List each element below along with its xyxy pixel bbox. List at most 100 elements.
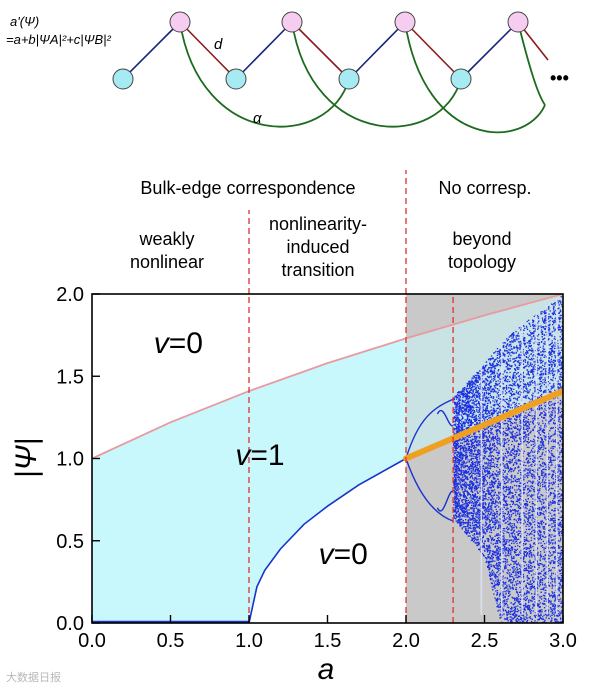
chaos-point bbox=[534, 592, 536, 594]
chaos-point bbox=[482, 372, 484, 374]
chaos-point bbox=[560, 618, 562, 620]
chaos-point bbox=[559, 402, 562, 404]
chaos-point bbox=[456, 454, 458, 456]
chaos-point bbox=[505, 504, 507, 506]
chaos-point bbox=[548, 524, 550, 527]
chaos-point bbox=[541, 584, 544, 586]
chaos-point bbox=[473, 388, 475, 391]
chaos-point bbox=[542, 379, 544, 381]
chaos-point bbox=[509, 576, 511, 578]
chaos-point bbox=[502, 358, 504, 360]
chaos-point bbox=[511, 549, 513, 551]
chaos-point bbox=[511, 527, 513, 529]
chaos-point bbox=[502, 576, 504, 579]
chaos-point bbox=[505, 435, 507, 437]
chaos-point bbox=[529, 556, 531, 558]
chaos-point bbox=[530, 552, 533, 554]
chaos-point bbox=[505, 566, 507, 568]
chaos-point bbox=[496, 568, 498, 570]
chaos-point bbox=[533, 368, 535, 370]
chaos-point bbox=[543, 481, 546, 483]
chaos-point bbox=[524, 487, 526, 489]
chaos-point bbox=[523, 418, 525, 420]
chaos-point bbox=[489, 547, 491, 549]
chaos-point bbox=[463, 447, 465, 449]
chaos-point bbox=[514, 612, 516, 614]
chaos-point bbox=[461, 504, 463, 506]
chaos-point bbox=[489, 385, 491, 387]
chaos-point bbox=[538, 383, 541, 385]
chaos-point bbox=[494, 513, 496, 515]
chaos-point bbox=[476, 455, 478, 457]
chaos-point bbox=[526, 425, 528, 428]
chaos-point bbox=[541, 313, 543, 315]
chaos-point bbox=[509, 469, 511, 471]
chaos-point bbox=[543, 511, 545, 513]
chaos-point bbox=[493, 494, 495, 497]
chaos-point bbox=[541, 471, 543, 473]
chaos-point bbox=[534, 620, 536, 622]
chaos-point bbox=[466, 516, 468, 518]
chaos-point bbox=[456, 420, 458, 422]
chaos-point bbox=[494, 587, 496, 589]
chaos-point bbox=[465, 526, 467, 528]
chaos-point bbox=[453, 480, 455, 482]
chaos-point bbox=[505, 482, 507, 484]
chaos-point bbox=[496, 422, 499, 424]
chaos-point bbox=[453, 486, 455, 488]
chaos-point bbox=[539, 464, 541, 466]
chaos-point bbox=[560, 362, 562, 364]
chaos-point bbox=[559, 465, 561, 468]
chaos-point bbox=[498, 540, 501, 542]
chaos-point bbox=[483, 418, 485, 420]
chaos-point bbox=[515, 462, 518, 464]
chaos-point bbox=[455, 506, 457, 508]
chaos-point bbox=[484, 507, 486, 509]
chaos-point bbox=[517, 375, 520, 377]
chaos-point bbox=[529, 495, 532, 497]
chaos-point bbox=[457, 489, 459, 491]
chaos-point bbox=[504, 558, 507, 560]
chaos-point bbox=[458, 391, 460, 393]
chaos-point bbox=[459, 480, 461, 482]
chaos-point bbox=[495, 384, 497, 386]
chaos-point bbox=[496, 363, 498, 365]
chaos-point bbox=[560, 301, 562, 303]
chaos-point bbox=[491, 378, 493, 380]
chaos-point bbox=[508, 353, 511, 355]
chaos-point bbox=[518, 505, 520, 507]
chaos-point bbox=[488, 441, 491, 443]
chaos-point bbox=[512, 530, 515, 532]
chaos-point bbox=[518, 437, 521, 439]
chaos-point bbox=[467, 468, 469, 470]
chaos-point bbox=[516, 368, 519, 370]
chaos-point bbox=[538, 325, 540, 327]
chaos-point bbox=[554, 389, 556, 391]
chaos-point bbox=[508, 592, 510, 594]
chaos-point bbox=[490, 564, 492, 566]
chaos-point bbox=[513, 606, 516, 608]
chaos-point bbox=[469, 423, 471, 425]
chaos-point bbox=[519, 546, 521, 548]
chaos-point bbox=[477, 395, 479, 397]
chaos-point bbox=[478, 533, 480, 535]
chaos-point bbox=[527, 512, 530, 514]
chaos-point bbox=[542, 540, 544, 543]
chaos-point bbox=[502, 373, 504, 375]
chaos-point bbox=[464, 419, 466, 421]
chaos-point bbox=[533, 593, 536, 595]
chaos-point bbox=[457, 468, 459, 470]
chaos-point bbox=[528, 617, 530, 619]
chaos-point bbox=[487, 466, 489, 468]
chaos-point bbox=[522, 558, 524, 561]
chaos-point bbox=[532, 409, 534, 411]
chaos-point bbox=[457, 492, 459, 494]
chaos-point bbox=[479, 373, 481, 375]
chaos-point bbox=[548, 308, 550, 310]
chaos-point bbox=[469, 501, 471, 503]
chaos-point bbox=[553, 328, 555, 330]
chaos-point bbox=[537, 322, 539, 324]
chaos-point bbox=[551, 334, 553, 336]
chaos-point bbox=[524, 474, 526, 476]
chaos-point bbox=[491, 465, 493, 468]
